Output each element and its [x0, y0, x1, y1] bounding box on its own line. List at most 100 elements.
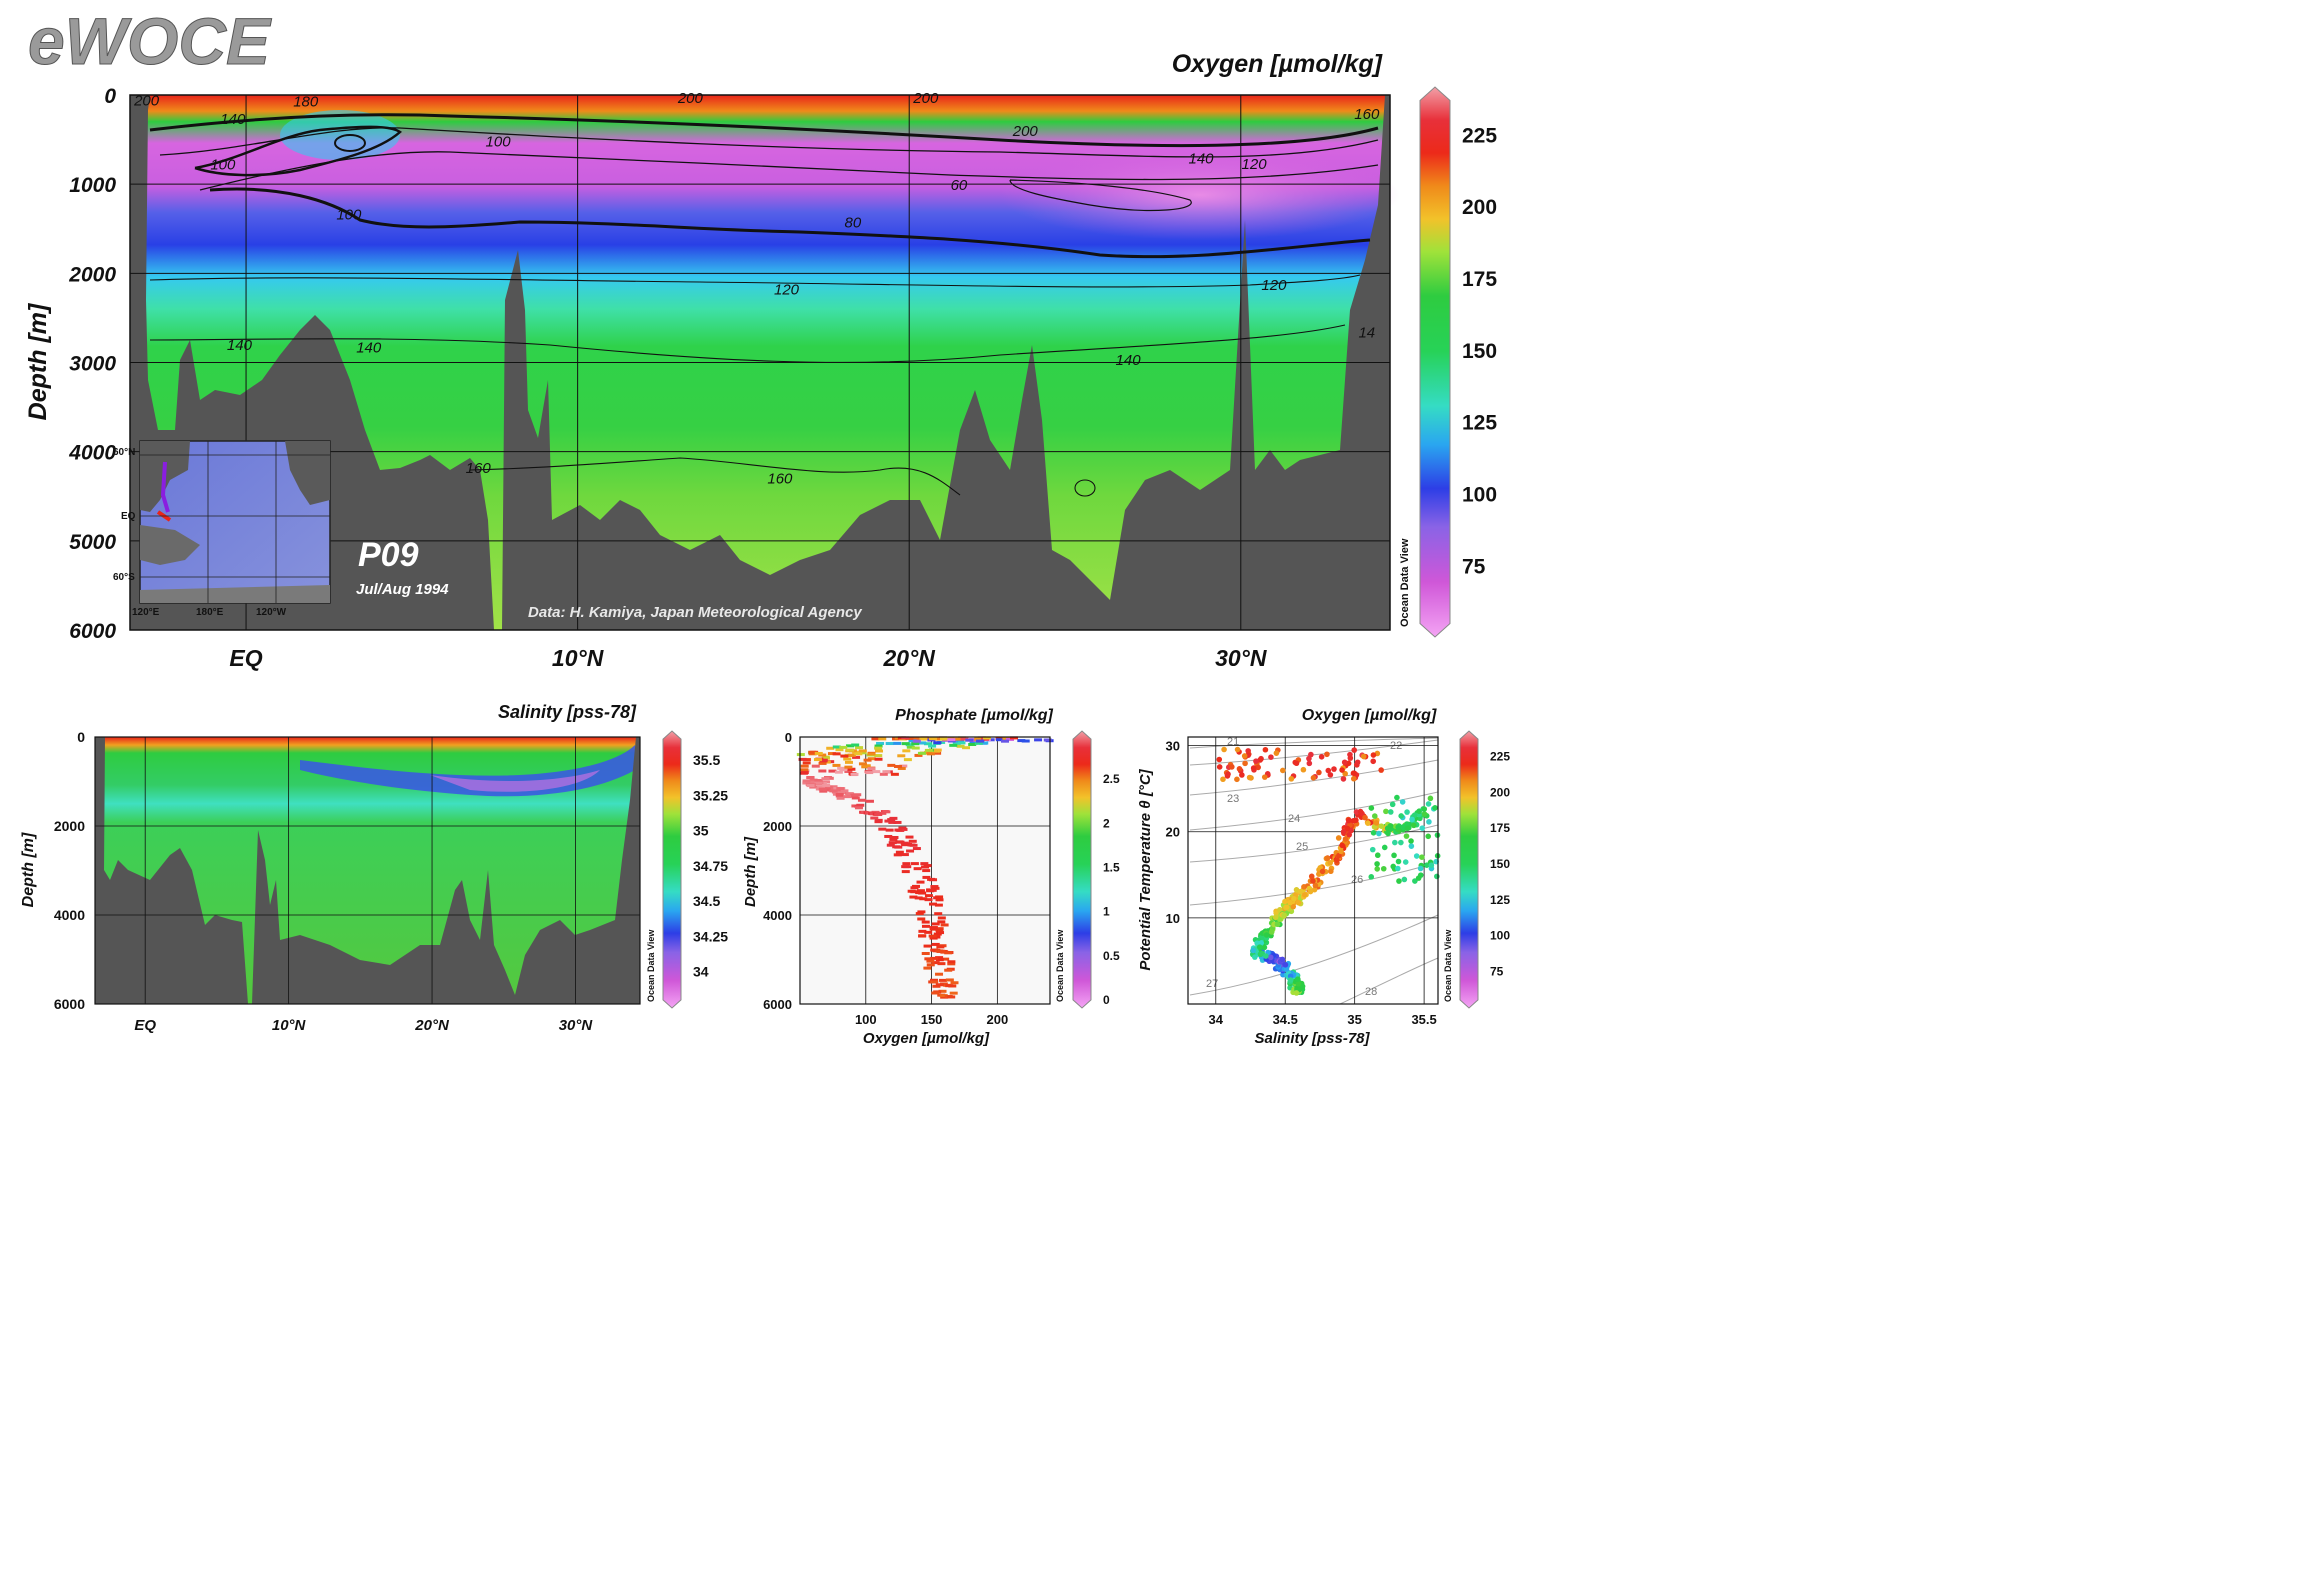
- colorbar: [1072, 730, 1092, 1009]
- ts-point: [1327, 772, 1334, 778]
- profile-point: [846, 792, 855, 796]
- profile-point: [965, 738, 974, 742]
- ts-point: [1434, 873, 1440, 880]
- profile-point: [956, 744, 965, 748]
- density-label: 23: [1227, 793, 1239, 805]
- profile-point: [1034, 738, 1043, 742]
- ts-point: [1273, 910, 1280, 916]
- profile-point: [893, 741, 902, 745]
- ts-x-tick: 35: [1347, 1012, 1361, 1027]
- ts-point: [1308, 873, 1315, 880]
- oxygen-contour-label: 160: [767, 471, 793, 488]
- profile-point: [847, 753, 856, 757]
- oxygen-y-tick: 0: [104, 85, 116, 108]
- profile-point: [862, 764, 871, 768]
- seafloor-bathymetry: [130, 95, 1390, 630]
- profile-point: [912, 737, 921, 741]
- profile-point: [917, 917, 926, 921]
- odv-credit: Ocean Data View: [1399, 538, 1411, 627]
- oxygen-y-tick: 2000: [68, 263, 116, 286]
- profile-point: [901, 736, 910, 740]
- profile-point: [876, 741, 885, 745]
- profile-point: [947, 738, 956, 742]
- profile-point: [871, 737, 880, 741]
- ts-point: [1394, 794, 1400, 801]
- profile-point: [918, 891, 927, 895]
- profile-point: [962, 746, 971, 750]
- profile-y-tick: 4000: [763, 908, 792, 923]
- profile-point: [1021, 739, 1030, 743]
- ts-point: [1254, 940, 1261, 946]
- ts-point: [1341, 759, 1348, 766]
- profile-point: [974, 737, 983, 741]
- ts-point: [1401, 876, 1408, 883]
- profile-point: [929, 737, 938, 741]
- ts-point: [1293, 887, 1300, 893]
- section-track-label: P09: [358, 536, 419, 574]
- oxygen-tongue: [280, 110, 400, 160]
- odv-credit: Ocean Data View: [646, 929, 656, 1002]
- profile-point: [885, 828, 894, 832]
- profile-point: [933, 748, 942, 752]
- oxygen-x-tick: 10°N: [552, 645, 604, 671]
- ts-point: [1374, 852, 1381, 859]
- colorbar-tick: 2.5: [1103, 772, 1120, 786]
- profile-point: [922, 869, 931, 873]
- ts-point: [1351, 747, 1358, 753]
- oxygen-ylabel: Depth [m]: [24, 302, 52, 420]
- profile-point: [870, 816, 879, 820]
- profile-point: [893, 764, 902, 768]
- ts-point: [1380, 865, 1387, 872]
- profile-point: [931, 886, 940, 890]
- profile-point: [874, 757, 883, 761]
- profile-point: [851, 743, 860, 747]
- ts-point: [1250, 947, 1257, 954]
- profile-point: [890, 835, 899, 839]
- profile-y-tick: 0: [785, 730, 792, 745]
- inset-lat-label: EQ: [121, 511, 136, 522]
- profile-point: [902, 862, 911, 866]
- data-credit: Data: H. Kamiya, Japan Meteorological Ag…: [528, 604, 862, 621]
- profile-point: [939, 737, 948, 741]
- colorbar-tick: 34.5: [693, 893, 720, 909]
- profile-point: [814, 781, 823, 785]
- profile-point: [857, 798, 866, 802]
- profile-points: [796, 736, 1054, 999]
- profile-point: [934, 903, 943, 907]
- profile-point: [919, 737, 928, 741]
- profile-point: [916, 880, 925, 884]
- ts-point: [1306, 755, 1312, 762]
- ts-point: [1331, 766, 1337, 772]
- ts-x-tick: 34.5: [1273, 1012, 1298, 1027]
- profile-point: [865, 771, 874, 775]
- profile-point: [933, 741, 942, 745]
- ts-point: [1263, 932, 1270, 938]
- profile-point: [882, 770, 891, 774]
- profile-point: [874, 746, 883, 750]
- profile-point: [980, 741, 989, 745]
- profile-point: [937, 949, 946, 953]
- profile-point: [853, 793, 862, 797]
- ts-point: [1395, 824, 1401, 830]
- profile-point: [874, 744, 883, 748]
- oxygen-y-tick: 3000: [69, 353, 116, 376]
- profile-point: [802, 758, 811, 762]
- ts-point: [1234, 776, 1240, 783]
- ts-point: [1419, 825, 1426, 831]
- ts-ylabel: Potential Temperature θ [°C]: [1137, 768, 1154, 970]
- ts-point: [1357, 808, 1364, 815]
- colorbar-tick: 34.75: [693, 858, 728, 874]
- inset-map: 60°N EQ 60°S 120°E 180°E 120°W: [113, 440, 331, 618]
- ts-point: [1236, 766, 1243, 772]
- oxygen-minimum-core: [1000, 150, 1400, 240]
- salinity-axes: EQ 10°N 20°N 30°N 0 2000 4000 6000: [54, 729, 594, 1034]
- profile-point: [924, 957, 933, 961]
- profile-point: [934, 912, 943, 916]
- ts-point: [1306, 760, 1313, 767]
- oxygen-contour-label: 140: [227, 337, 253, 354]
- ts-point: [1350, 775, 1357, 782]
- profile-point: [846, 748, 855, 752]
- inset-lon-label: 120°E: [132, 607, 160, 618]
- ts-point: [1307, 888, 1314, 895]
- profile-point: [900, 841, 909, 845]
